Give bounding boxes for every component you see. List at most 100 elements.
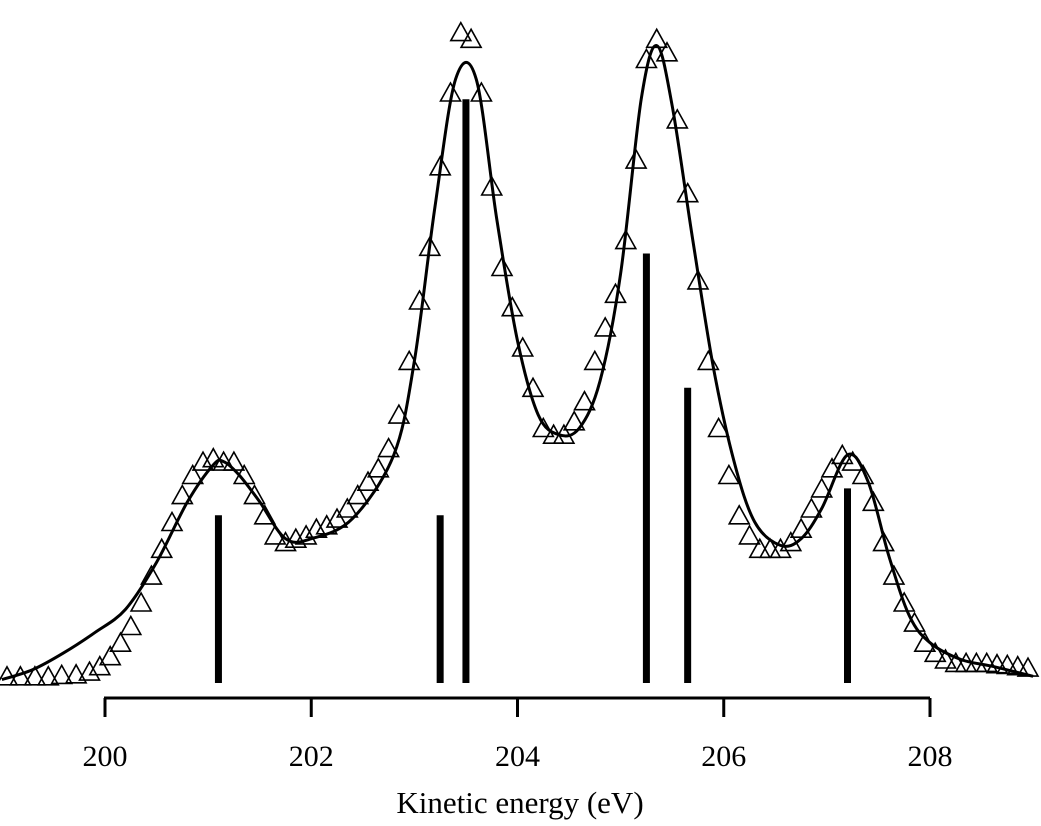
data-point-75 <box>779 530 803 552</box>
data-point-41 <box>428 155 452 176</box>
data-point-43 <box>449 20 473 42</box>
data-point-12 <box>129 591 153 612</box>
data-point-71 <box>738 524 761 545</box>
data-point-77 <box>800 497 823 518</box>
stick-spectrum-layer <box>214 99 851 683</box>
data-point-56 <box>583 349 607 371</box>
data-point-74 <box>769 537 792 559</box>
fit-line <box>1 44 1034 682</box>
data-point-31 <box>325 507 349 528</box>
data-point-65 <box>676 182 700 203</box>
data-point-46 <box>480 175 504 196</box>
data-point-58 <box>604 282 627 304</box>
data-point-98 <box>1016 656 1040 677</box>
data-point-59 <box>614 228 638 250</box>
data-point-88 <box>913 631 937 653</box>
data-point-48 <box>500 296 524 317</box>
data-point-70 <box>727 504 751 525</box>
data-point-15 <box>160 510 184 532</box>
data-point-78 <box>810 477 834 498</box>
data-point-19 <box>201 447 225 468</box>
data-point-42 <box>439 81 462 102</box>
data-point-53 <box>552 423 576 445</box>
fit-line-layer <box>1 44 1034 682</box>
data-point-51 <box>531 416 555 438</box>
data-point-54 <box>562 410 586 431</box>
data-point-25 <box>263 524 287 545</box>
data-point-68 <box>707 416 730 438</box>
data-point-60 <box>624 148 648 169</box>
data-point-90 <box>934 648 957 669</box>
data-point-64 <box>665 108 689 129</box>
data-point-35 <box>366 457 390 478</box>
data-point-94 <box>975 651 999 673</box>
data-point-87 <box>903 611 926 632</box>
data-point-6 <box>64 663 88 684</box>
data-point-67 <box>696 349 720 371</box>
data-point-18 <box>191 450 215 471</box>
data-point-40 <box>418 235 442 257</box>
data-point-32 <box>335 497 359 518</box>
x-axis-ticks: 200 202 204 206 208 <box>83 698 953 773</box>
data-point-69 <box>717 463 741 485</box>
data-point-36 <box>377 436 400 458</box>
data-point-57 <box>593 316 617 337</box>
data-point-38 <box>397 349 421 371</box>
data-point-14 <box>150 537 174 559</box>
data-point-81 <box>841 450 865 471</box>
data-point-47 <box>490 255 514 277</box>
data-point-1 <box>0 665 19 686</box>
data-point-5 <box>50 663 74 685</box>
data-point-66 <box>686 269 710 290</box>
data-point-26 <box>274 530 297 552</box>
data-point-37 <box>387 403 411 424</box>
x-tick-label-208: 208 <box>908 740 953 773</box>
data-point-3 <box>23 665 47 686</box>
data-point-7 <box>78 660 101 681</box>
data-point-24 <box>253 504 277 525</box>
data-point-85 <box>882 564 906 585</box>
data-point-55 <box>573 390 596 411</box>
data-point-45 <box>470 81 493 102</box>
data-point-21 <box>222 450 246 471</box>
data-point-96 <box>995 653 1019 675</box>
data-point-79 <box>820 457 844 478</box>
data-point-83 <box>861 490 885 512</box>
data-point-17 <box>181 463 205 485</box>
data-point-61 <box>635 47 658 69</box>
data-point-84 <box>872 530 895 552</box>
data-point-30 <box>315 514 339 535</box>
data-point-97 <box>1006 655 1030 676</box>
data-point-9 <box>98 645 122 666</box>
data-point-29 <box>305 517 328 539</box>
x-tick-label-200: 200 <box>83 740 128 773</box>
data-point-50 <box>521 376 545 398</box>
x-axis-title: Kinetic energy (eV) <box>396 785 643 820</box>
data-point-33 <box>346 483 370 505</box>
data-point-80 <box>830 443 854 465</box>
data-point-39 <box>408 289 431 310</box>
data-point-2 <box>9 665 32 686</box>
data-point-27 <box>284 527 308 549</box>
x-tick-label-204: 204 <box>495 740 540 773</box>
x-tick-label-206: 206 <box>701 740 746 773</box>
data-point-23 <box>243 483 266 505</box>
data-point-62 <box>645 27 669 49</box>
data-point-22 <box>232 463 256 485</box>
data-point-28 <box>294 524 318 545</box>
data-markers-layer <box>0 20 1040 686</box>
data-point-82 <box>851 463 875 485</box>
data-point-63 <box>655 41 679 62</box>
data-point-89 <box>923 641 947 663</box>
data-point-86 <box>892 591 916 612</box>
data-point-8 <box>88 655 112 676</box>
data-point-16 <box>170 483 194 505</box>
data-point-44 <box>459 27 483 49</box>
data-point-49 <box>511 336 535 357</box>
data-point-34 <box>356 470 380 492</box>
data-point-76 <box>789 517 813 539</box>
x-tick-label-202: 202 <box>289 740 334 773</box>
data-point-13 <box>140 564 163 585</box>
data-point-10 <box>109 631 132 653</box>
